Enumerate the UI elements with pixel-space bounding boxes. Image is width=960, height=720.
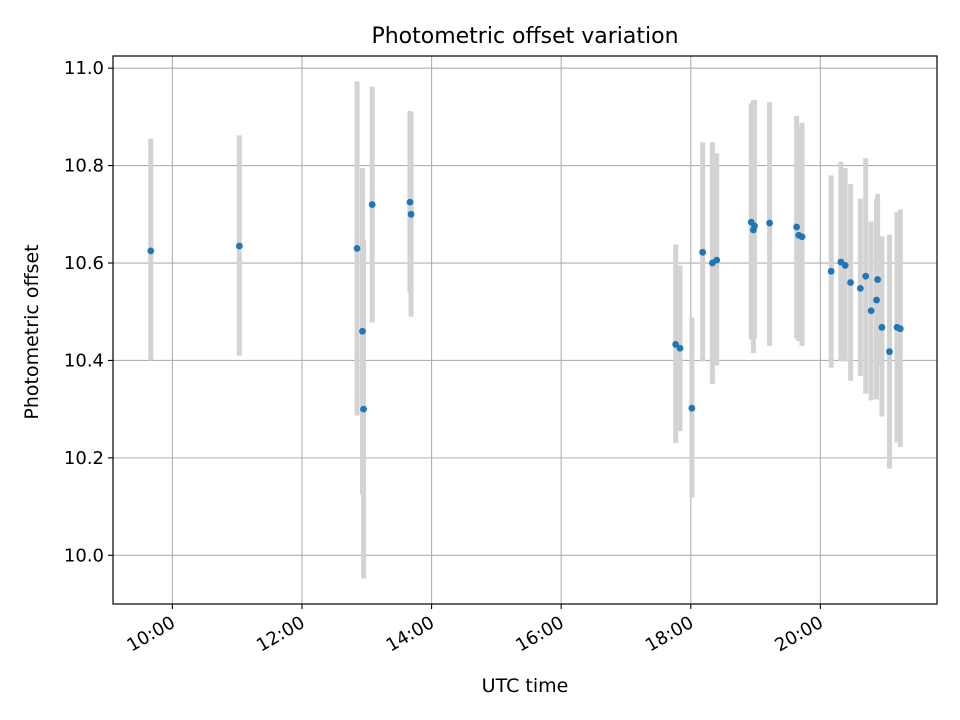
y-tick-label: 10.6 <box>64 253 104 274</box>
data-point <box>235 242 243 250</box>
data-points <box>147 198 904 413</box>
y-tick-label: 11.0 <box>64 58 104 79</box>
data-point <box>847 279 855 286</box>
data-point <box>713 256 721 264</box>
data-point <box>751 222 758 230</box>
data-point <box>672 340 680 348</box>
data-point <box>688 404 696 412</box>
data-point <box>798 233 806 241</box>
data-point <box>360 405 367 413</box>
data-point <box>886 348 893 356</box>
data-point <box>862 272 870 280</box>
data-point <box>699 248 707 256</box>
data-point <box>406 198 414 206</box>
x-axis-label: UTC time <box>482 675 569 697</box>
data-point <box>873 296 880 304</box>
data-point <box>896 325 904 333</box>
data-point <box>874 276 882 283</box>
y-tick-label: 10.4 <box>64 350 104 371</box>
y-tick-label: 10.8 <box>64 156 104 177</box>
data-point <box>841 262 849 269</box>
y-tick-label: 10.2 <box>64 448 104 469</box>
y-axis-ticks: 10.0 10.2 10.4 10.6 10.8 11.0 <box>64 58 113 566</box>
data-point <box>676 344 684 352</box>
data-point <box>407 210 415 218</box>
data-point <box>359 327 366 335</box>
data-point <box>856 284 864 292</box>
data-point <box>368 201 376 208</box>
data-point <box>353 245 361 252</box>
data-point <box>867 307 875 315</box>
data-point <box>766 219 774 227</box>
chart-title: Photometric offset variation <box>371 24 678 49</box>
y-axis-label: Photometric offset <box>21 244 43 419</box>
data-point <box>878 323 886 331</box>
data-point <box>827 267 835 275</box>
data-point <box>793 223 801 231</box>
data-point <box>147 247 155 255</box>
y-tick-label: 10.0 <box>64 545 104 566</box>
plot-frame <box>112 55 938 605</box>
